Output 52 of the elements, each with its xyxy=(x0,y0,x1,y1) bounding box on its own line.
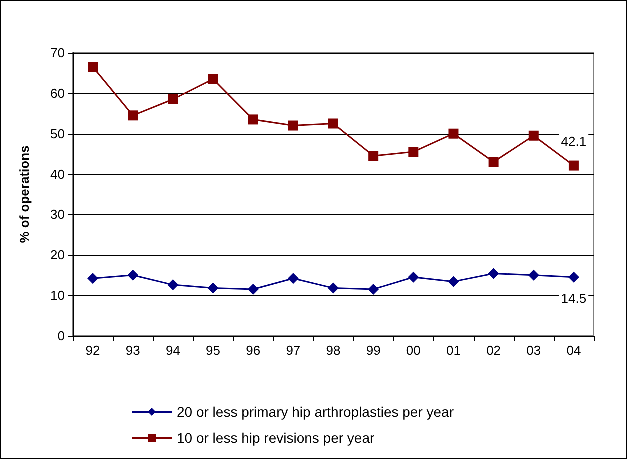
y-tick-label: 10 xyxy=(50,288,65,304)
point xyxy=(128,270,139,281)
point xyxy=(248,284,259,296)
point xyxy=(488,268,500,280)
point xyxy=(208,282,219,294)
x-tick-label: 04 xyxy=(566,343,582,358)
point xyxy=(208,74,218,84)
data-label: 14.5 xyxy=(561,290,587,306)
x-tick-label: 94 xyxy=(166,343,180,358)
y-tick-label: 50 xyxy=(50,126,65,142)
y-tick-label: 60 xyxy=(50,86,65,101)
x-tick-label: 99 xyxy=(366,343,381,358)
y-tick-label: 40 xyxy=(50,166,65,182)
point xyxy=(368,151,379,162)
x-tick-label: 96 xyxy=(246,343,261,358)
point xyxy=(328,282,339,294)
point xyxy=(568,272,580,283)
point xyxy=(88,273,99,284)
x-tick-label: 92 xyxy=(86,343,100,358)
legend-label: 20 or less primary hip arthroplasties per year xyxy=(177,404,454,420)
point xyxy=(408,272,420,283)
point xyxy=(248,114,258,125)
point xyxy=(448,128,459,139)
y-tick-label: 0 xyxy=(58,328,65,344)
x-tick-label: 98 xyxy=(326,343,341,358)
point xyxy=(288,273,299,284)
x-tick-label: 97 xyxy=(286,343,301,358)
y-tick-label: 30 xyxy=(50,207,65,222)
point xyxy=(168,94,178,104)
point xyxy=(368,284,380,296)
y-axis-title: % of operations xyxy=(17,146,32,244)
x-tick-label: 93 xyxy=(126,343,140,358)
y-tick-label: 20 xyxy=(50,248,65,263)
x-tick-label: 01 xyxy=(446,343,461,358)
point xyxy=(408,147,419,158)
legend-label: 10 or less hip revisions per year xyxy=(177,430,375,446)
point xyxy=(528,130,539,141)
point xyxy=(328,118,338,129)
y-tick-label: 70 xyxy=(50,46,65,60)
point xyxy=(488,157,499,168)
point xyxy=(88,62,98,72)
x-tick-label: 95 xyxy=(206,343,221,358)
data-label: 42.1 xyxy=(561,134,587,149)
point xyxy=(528,270,540,281)
point xyxy=(448,276,460,288)
x-tick-label: 02 xyxy=(486,343,502,358)
x-tick-label: 00 xyxy=(406,343,421,358)
point xyxy=(568,160,579,171)
point xyxy=(288,120,298,131)
point xyxy=(168,280,179,291)
x-tick-label: 03 xyxy=(526,343,542,358)
point xyxy=(128,110,138,121)
